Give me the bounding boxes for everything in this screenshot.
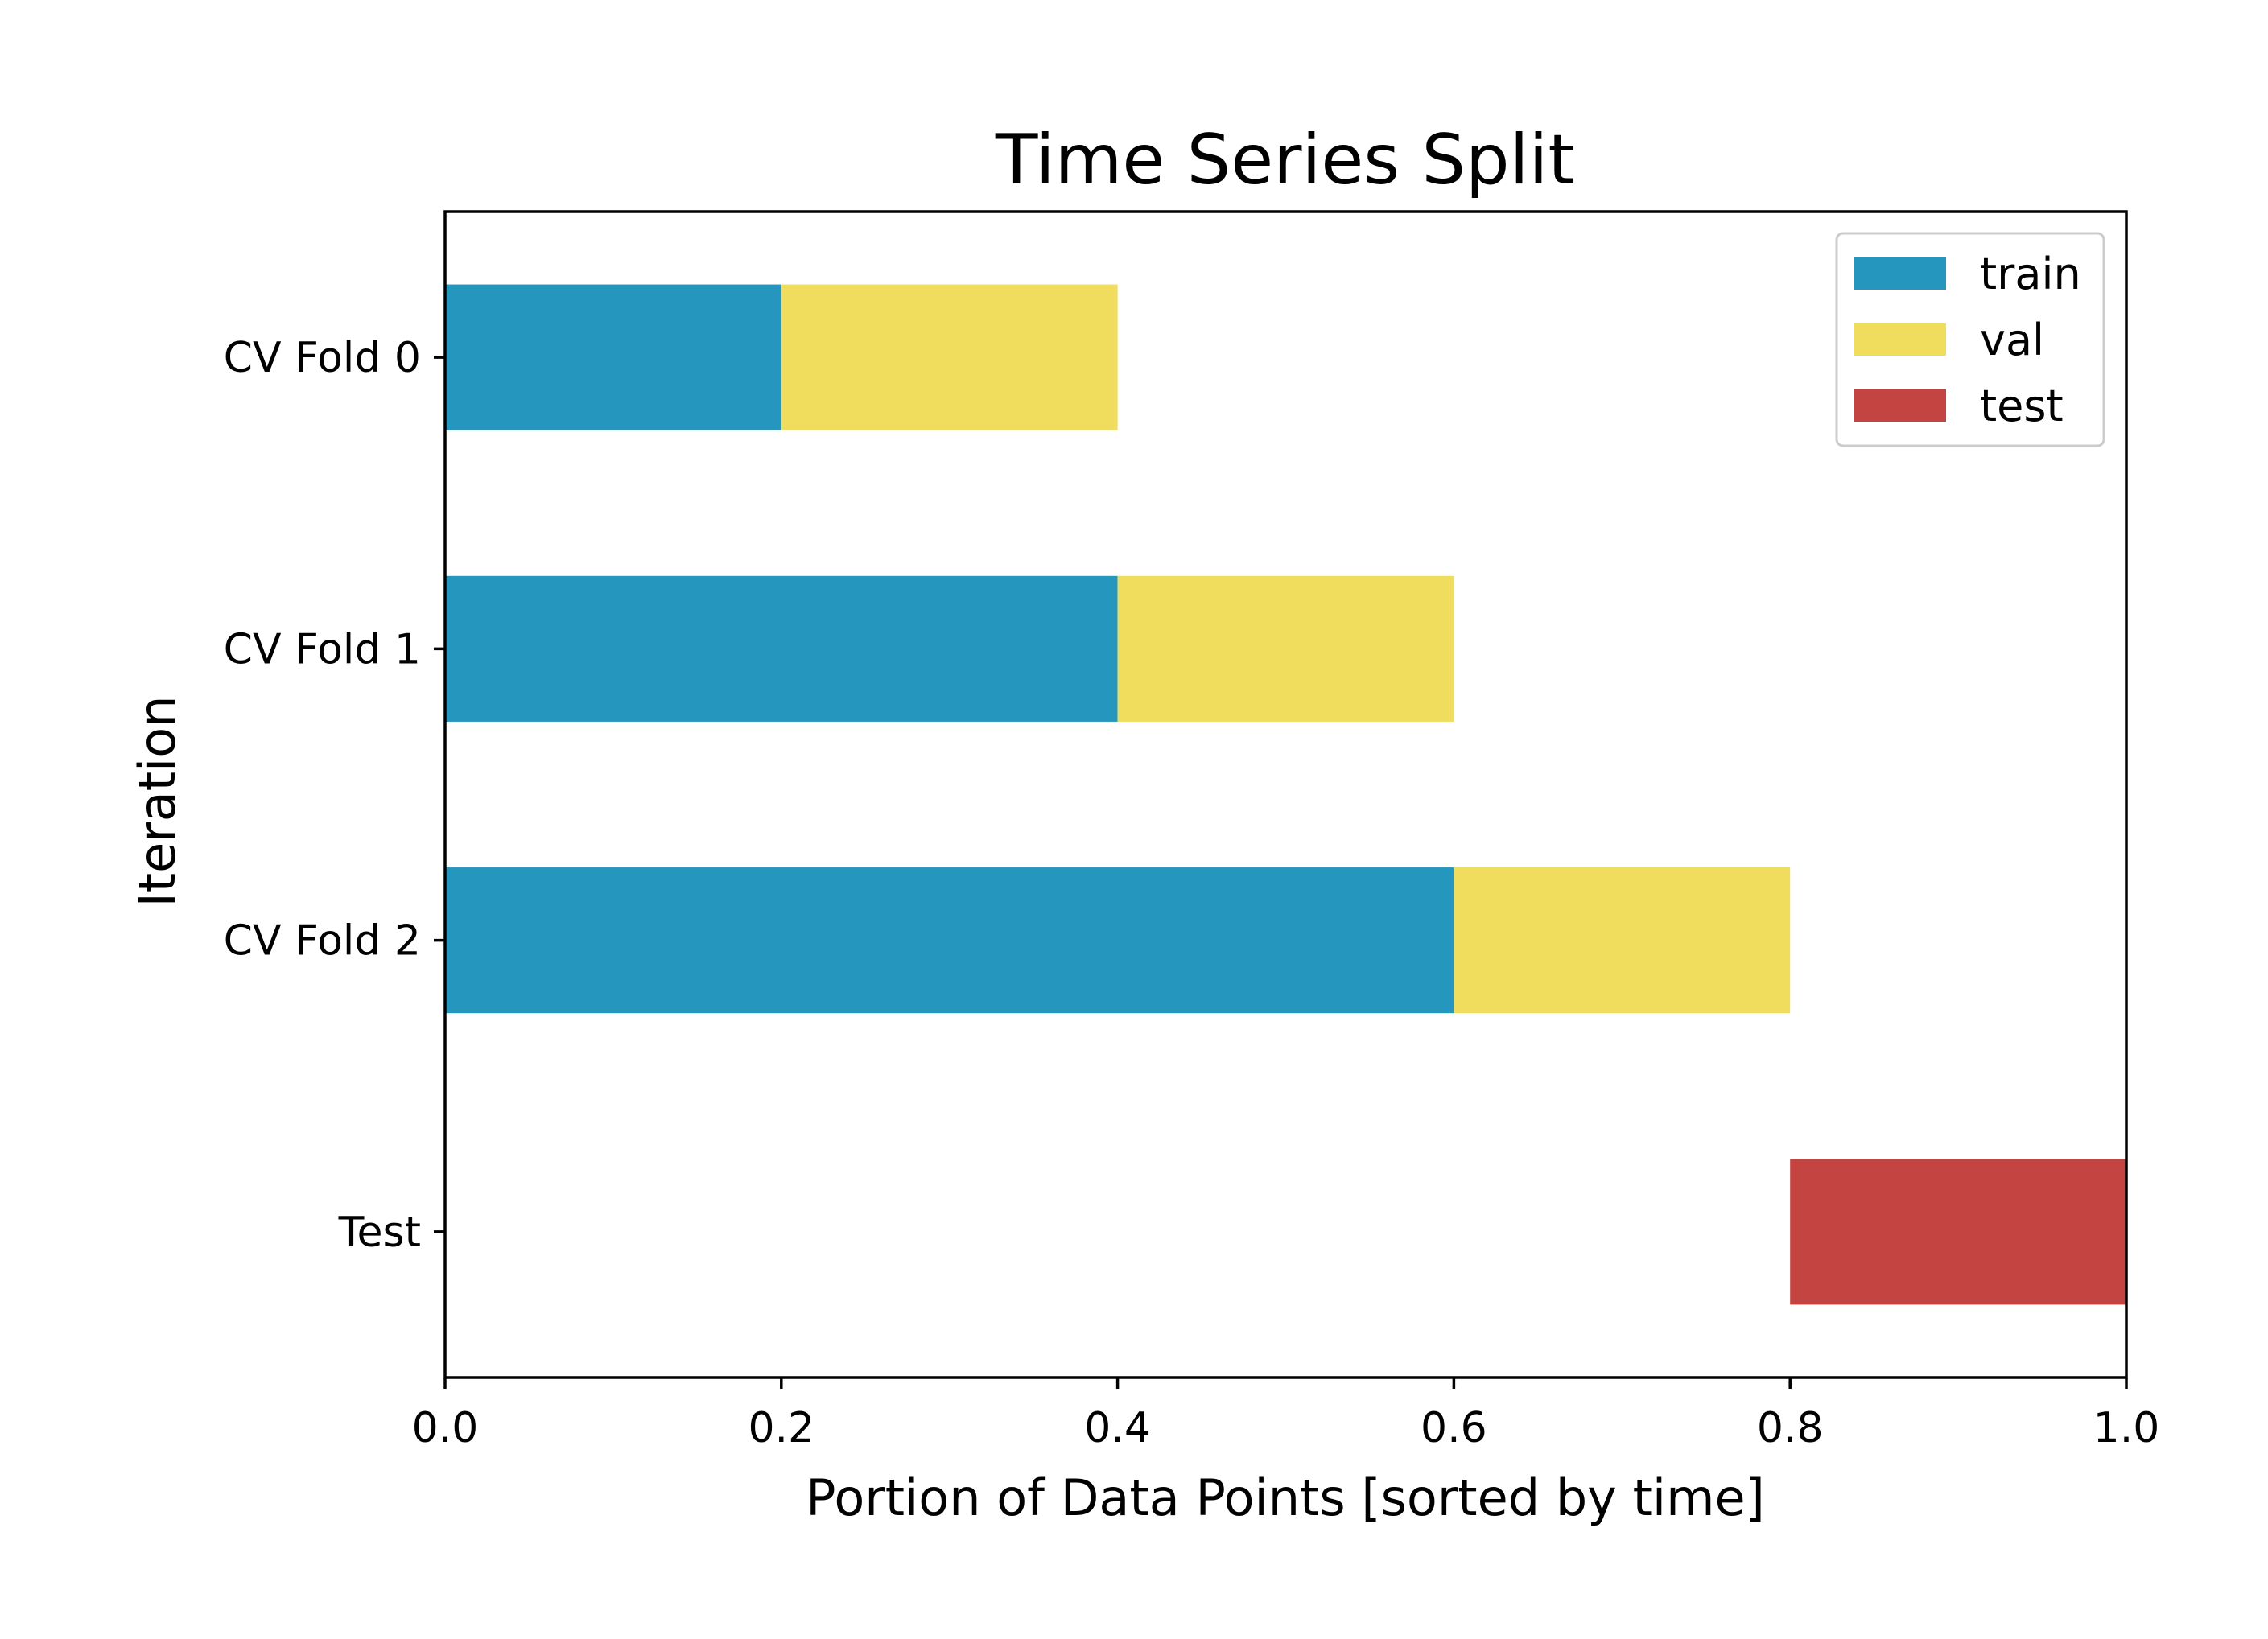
plot-frame (443, 210, 2128, 1379)
y-tick-label: CV Fold 0 (224, 334, 421, 382)
bar-val-cv-fold-1 (1117, 575, 1454, 722)
x-axis-label: Portion of Data Points [sorted by time] (806, 1468, 1765, 1527)
bar-train-cv-fold-1 (445, 575, 1118, 722)
y-axis-label: Iteration (128, 696, 187, 908)
bar-val-cv-fold-2 (1454, 867, 1791, 1014)
x-tick-label: 0.6 (1421, 1404, 1487, 1452)
legend-label-val: val (1980, 315, 2044, 365)
legend-swatch-train (1854, 257, 1946, 290)
bar-train-cv-fold-0 (445, 284, 781, 430)
y-axis-ticks: CV Fold 0 CV Fold 1 CV Fold 2 Test (224, 334, 445, 1257)
bar-train-cv-fold-2 (445, 867, 1454, 1014)
y-tick-label: Test (338, 1209, 421, 1257)
legend-label-test: test (1980, 381, 2064, 431)
x-tick-label: 0.0 (412, 1404, 479, 1452)
x-tick-label: 1.0 (2093, 1404, 2160, 1452)
y-tick-label: CV Fold 2 (224, 917, 421, 966)
x-tick-label: 0.2 (748, 1404, 814, 1452)
chart-title: Time Series Split (995, 120, 1575, 200)
bar-val-cv-fold-0 (781, 284, 1118, 430)
legend: train val test (1835, 232, 2105, 447)
y-tick-label: CV Fold 1 (224, 625, 421, 673)
bar-test-test (1790, 1159, 2126, 1305)
bars-layer (445, 284, 2126, 1305)
x-tick-label: 0.8 (1757, 1404, 1824, 1452)
legend-swatch-test (1854, 389, 1946, 422)
legend-swatch-val (1854, 323, 1946, 356)
x-axis-ticks: 0.0 0.2 0.4 0.6 0.8 1.0 (412, 1378, 2160, 1452)
x-tick-label: 0.4 (1084, 1404, 1151, 1452)
legend-label-train: train (1980, 249, 2081, 299)
